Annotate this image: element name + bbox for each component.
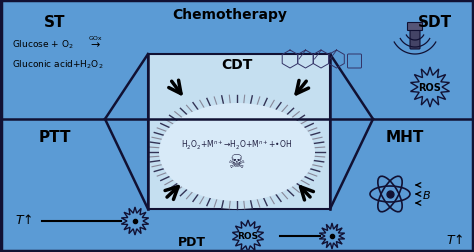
- Text: ST: ST: [44, 14, 66, 29]
- Ellipse shape: [148, 96, 326, 209]
- Ellipse shape: [159, 104, 315, 201]
- Text: ROS: ROS: [419, 83, 441, 93]
- Text: CDT: CDT: [221, 58, 253, 72]
- Text: $B$: $B$: [422, 188, 431, 200]
- Text: Glucose + O$_2$: Glucose + O$_2$: [12, 39, 73, 51]
- Text: $T$↑: $T$↑: [15, 212, 33, 226]
- FancyBboxPatch shape: [410, 30, 420, 50]
- FancyBboxPatch shape: [408, 23, 422, 32]
- Polygon shape: [232, 220, 264, 252]
- Polygon shape: [121, 207, 149, 235]
- Text: PDT: PDT: [178, 236, 206, 248]
- Text: Chemotherapy: Chemotherapy: [173, 8, 287, 22]
- Text: H$_2$O$_2$+M$^{n+}$→H$_2$O+M$^{n+}$+•OH: H$_2$O$_2$+M$^{n+}$→H$_2$O+M$^{n+}$+•OH: [181, 138, 293, 151]
- Polygon shape: [410, 68, 449, 108]
- Text: ☠: ☠: [228, 153, 246, 172]
- Text: SDT: SDT: [418, 14, 452, 29]
- Text: Gluconic acid+H$_2$O$_2$: Gluconic acid+H$_2$O$_2$: [12, 58, 103, 71]
- Text: MHT: MHT: [386, 130, 424, 145]
- Text: →: →: [91, 40, 100, 50]
- Text: PTT: PTT: [39, 130, 71, 145]
- Text: GOx: GOx: [88, 35, 102, 40]
- Bar: [148, 55, 330, 209]
- Text: $T$↑: $T$↑: [446, 232, 464, 246]
- Polygon shape: [319, 223, 345, 249]
- Text: ROS: ROS: [237, 232, 258, 241]
